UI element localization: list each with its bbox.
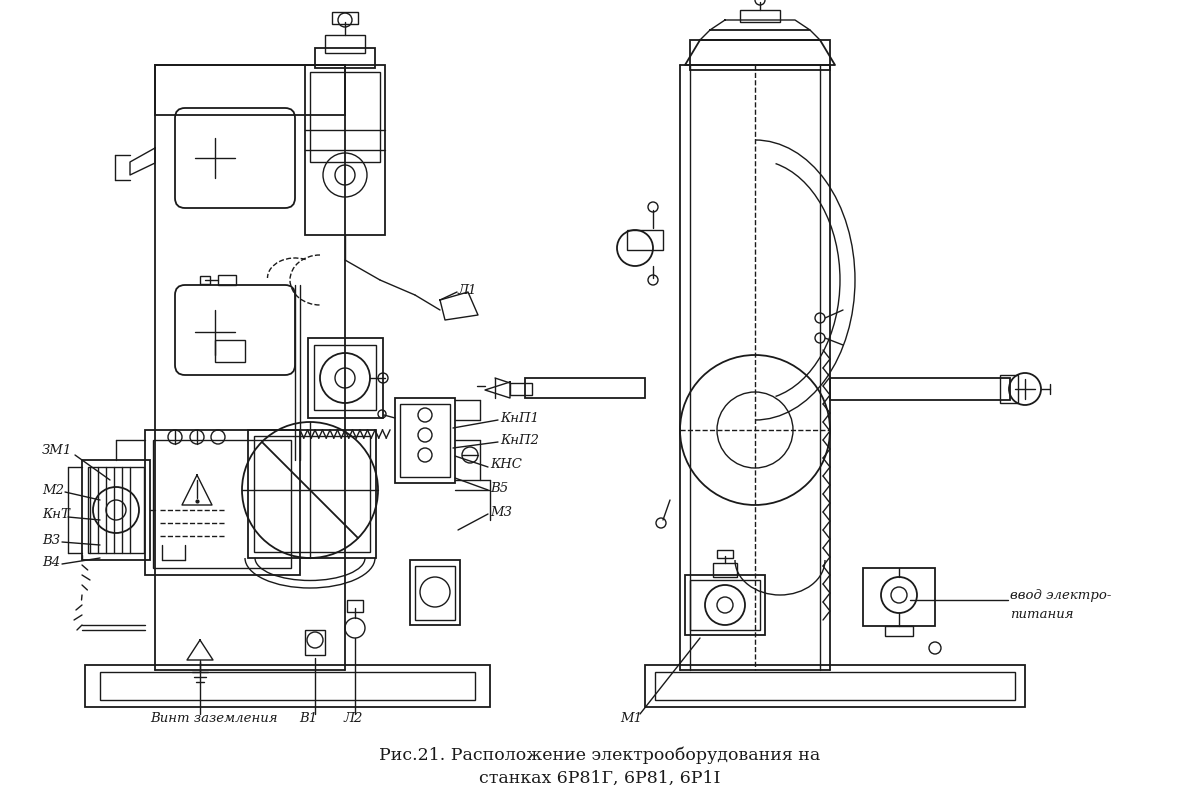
Bar [145,430,300,575]
Bar [85,665,490,707]
Text: Рис.21. Расположение электрооборудования на: Рис.21. Расположение электрооборудования… [379,746,821,764]
Bar [395,398,455,483]
Text: КнП1: КнП1 [500,412,539,425]
Bar [305,65,385,235]
Bar [510,383,532,395]
Bar [154,440,292,568]
Bar [713,563,737,577]
Bar [1000,375,1018,403]
Bar [100,672,475,700]
Bar [308,338,383,418]
Bar [305,630,325,655]
Text: В5: В5 [490,481,508,495]
Text: питания: питания [1010,608,1074,621]
Bar [200,276,210,284]
Bar [314,48,374,68]
Text: ввод электро-: ввод электро- [1010,588,1111,601]
Bar [88,467,144,553]
Text: ЗМ1: ЗМ1 [42,443,72,456]
Bar [332,12,358,24]
Bar [325,35,365,53]
Bar [886,626,913,636]
Bar [655,672,1015,700]
Bar [646,665,1025,707]
Text: М1: М1 [620,712,642,725]
Bar [685,575,766,635]
Bar [415,566,455,620]
Bar [218,275,236,285]
Bar [400,404,450,477]
Bar [526,378,646,398]
Text: В3: В3 [42,534,60,546]
Bar [310,72,380,162]
Bar [830,378,1010,400]
Text: КнТ: КнТ [42,509,70,521]
Bar [248,430,376,558]
Text: М3: М3 [490,505,512,518]
Bar [410,560,460,625]
Bar [215,340,245,362]
Text: КНС: КНС [490,459,522,472]
Bar [82,460,150,560]
Bar [347,600,364,612]
Text: КнП2: КнП2 [500,434,539,447]
Bar [314,345,376,410]
Bar [863,568,935,626]
Text: Винт заземления: Винт заземления [150,712,277,725]
Bar [690,580,760,630]
Text: Л2: Л2 [343,712,362,725]
Bar [155,65,346,115]
Bar [718,550,733,558]
Text: В1: В1 [299,712,317,725]
Bar [628,230,662,250]
Bar [254,436,370,552]
Text: станках 6Р81Г, 6Р81, 6Р1I: станках 6Р81Г, 6Р81, 6Р1I [479,770,721,787]
Text: Л1: Л1 [458,284,478,297]
Text: В4: В4 [42,555,60,568]
Bar [740,10,780,22]
Text: М2: М2 [42,484,64,496]
Bar [690,40,830,70]
